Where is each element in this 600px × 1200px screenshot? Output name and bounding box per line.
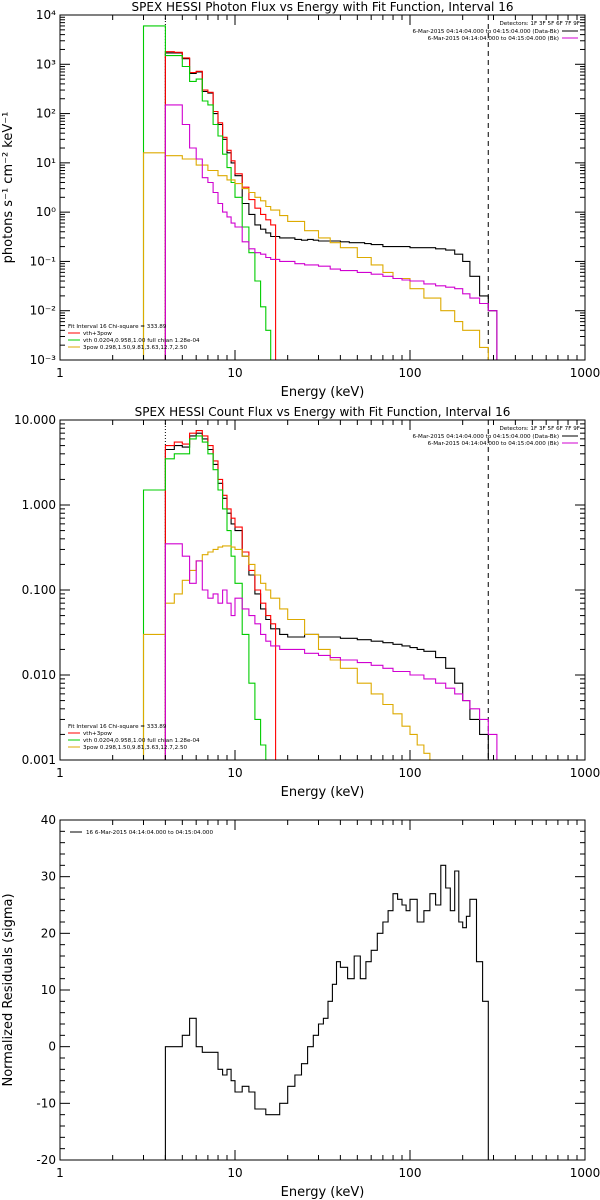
plot-frame [59, 819, 586, 1161]
series-line-3 [142, 25, 277, 360]
y-tick-label: 0 [48, 1040, 56, 1054]
x-tick-label: 1000 [570, 366, 600, 380]
x-tick-label: 100 [399, 1166, 422, 1180]
y-axis: 10⁻³ 10⁻² 10⁻¹ 10⁰ 10¹ 10² 10³ 10⁴ photons s⁻¹ c… [1, 8, 585, 367]
legend-entry-label: vth 0.0204,0.958,1.00 full chian 1.28e-0… [83, 738, 200, 744]
series-line-3 [142, 435, 272, 760]
legend-top-right: Detectors: 1F 3F 5F 6F 7F 9F 6-Mar-2015 0… [412, 21, 580, 42]
y-axis: 0.001 0.010 0.100 1.000 10.000 [14, 413, 585, 767]
legend-entry-label: vth 0.0204,0.958,1.00 full chian 1.28e-0… [83, 338, 200, 344]
legend-entry-label: 6-Mar-2015 04:14:04.000 to 04:15:04.000 … [412, 29, 559, 35]
chart-3: 1 10 100 1000 Energy (keV) -20 -10 0 10 20 30 40 Nor… [1, 813, 600, 1200]
series-line-1 [164, 864, 495, 1160]
series-line-4 [142, 545, 437, 760]
x-axis: 1 10 100 1000 Energy (keV) [56, 420, 600, 800]
x-tick-label: 1000 [570, 766, 600, 780]
legend-fit-header: Fit Interval 16 Chi-square = 333.89 [68, 324, 167, 330]
x-tick-label: 1 [56, 1166, 64, 1180]
x-axis-label: Energy (keV) [281, 1185, 365, 1200]
chart-title: SPEX HESSI Photon Flux vs Energy with Fi… [132, 0, 514, 14]
legend: 16 6-Mar-2015 04:14:04.000 to 04:15:04.0… [70, 830, 213, 836]
y-tick-label: 0.100 [22, 583, 56, 597]
series-group [142, 25, 498, 360]
chart-1: SPEX HESSI Photon Flux vs Energy with Fi… [1, 0, 600, 400]
x-axis-label: Energy (keV) [281, 785, 365, 800]
legend-fit-header: Fit Interval 16 Chi-square = 333.89 [68, 724, 167, 730]
y-tick-label: 10¹ [36, 156, 56, 170]
legend-entry-label: 6-Mar-2015 04:14:04.000 to 04:15:04.000 … [428, 441, 559, 447]
legend-bottom-left: Fit Interval 16 Chi-square = 333.89vth+3… [68, 324, 200, 351]
y-tick-label: 20 [41, 926, 56, 940]
y-tick-label: 10⁻³ [30, 353, 57, 367]
legend-entry-label: 6-Mar-2015 04:14:04.000 to 04:15:04.000 … [428, 36, 559, 42]
series-line-1 [164, 52, 498, 360]
y-axis-label: photons s⁻¹ cm⁻² keV⁻¹ [1, 112, 16, 264]
y-tick-label: 10 [41, 983, 56, 997]
plot-frame [59, 419, 586, 761]
y-tick-label: 10⁴ [36, 8, 56, 22]
y-tick-label: 30 [41, 870, 56, 884]
y-tick-label: 1.000 [22, 498, 56, 512]
series-line-4 [142, 152, 498, 360]
y-tick-label: 10⁻¹ [30, 254, 57, 268]
y-tick-label: 10⁰ [36, 205, 56, 219]
legend-entry-label: 3pow 0.298,1.50,9.81,3.63,12.7,2.50 [83, 745, 188, 751]
y-tick-label: 40 [41, 813, 56, 827]
y-tick-label: 0.010 [22, 668, 56, 682]
legend-entry-label: 3pow 0.298,1.50,9.81,3.63,12.7,2.50 [83, 345, 188, 351]
legend-entry-label: 16 6-Mar-2015 04:14:04.000 to 04:15:04.0… [86, 830, 213, 836]
series-group [142, 430, 498, 760]
y-tick-label: -20 [36, 1153, 56, 1167]
legend-entry-label: 6-Mar-2015 04:14:04.000 to 04:15:04.000 … [412, 434, 559, 440]
legend-detectors: Detectors: 1F 3F 5F 6F 7F 9F [499, 426, 580, 432]
y-axis: -20 -10 0 10 20 30 40 Normalized Residuals (sig… [1, 813, 585, 1167]
series-line-2 [164, 430, 277, 760]
series-line-2 [164, 51, 277, 360]
chart-2: SPEX HESSI Count Flux vs Energy with Fit… [14, 405, 600, 800]
legend-entry-label: vth+3pow [83, 731, 112, 737]
legend-bottom-left: Fit Interval 16 Chi-square = 333.89vth+3… [68, 724, 200, 751]
x-tick-label: 10 [227, 1166, 242, 1180]
y-tick-label: 10⁻² [30, 304, 57, 318]
y-tick-label: 0.001 [22, 753, 56, 767]
x-axis: 1 10 100 1000 Energy (keV) [56, 820, 600, 1200]
y-tick-label: 10² [36, 107, 56, 121]
x-tick-label: 100 [399, 766, 422, 780]
y-axis-label: Normalized Residuals (sigma) [1, 893, 16, 1086]
x-tick-label: 10 [227, 366, 242, 380]
x-tick-label: 100 [399, 366, 422, 380]
x-axis: 1 10 100 1000 Energy (keV) [56, 15, 600, 400]
legend-top-right: Detectors: 1F 3F 5F 6F 7F 9F 6-Mar-2015 0… [412, 426, 580, 447]
plot-frame [59, 14, 586, 361]
series-group [164, 864, 495, 1160]
series-line-1 [164, 432, 498, 760]
y-tick-label: 10.000 [14, 413, 56, 427]
x-tick-label: 1 [56, 366, 64, 380]
legend-detectors: Detectors: 1F 3F 5F 6F 7F 9F [499, 21, 580, 27]
x-tick-label: 1000 [570, 1166, 600, 1180]
y-tick-label: 10³ [36, 57, 56, 71]
y-tick-label: -10 [36, 1096, 56, 1110]
x-axis-label: Energy (keV) [281, 385, 365, 400]
chart-title: SPEX HESSI Count Flux vs Energy with Fit… [135, 405, 511, 419]
series-line-5 [164, 543, 498, 760]
x-tick-label: 1 [56, 766, 64, 780]
x-tick-label: 10 [227, 766, 242, 780]
legend-entry-label: vth+3pow [83, 331, 112, 337]
series-line-5 [164, 104, 498, 360]
